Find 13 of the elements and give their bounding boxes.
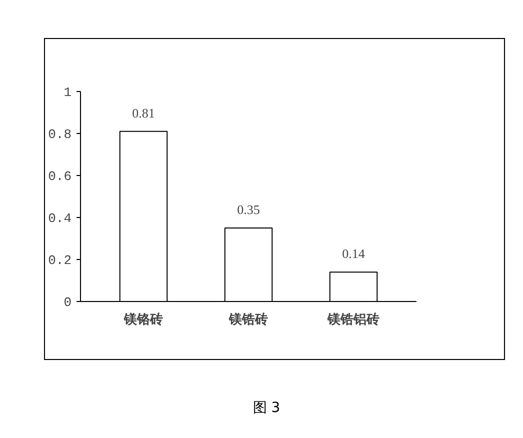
y-tick-label: 0 — [64, 295, 72, 310]
data-label: 0.14 — [342, 246, 366, 262]
x-tick-label: 镁锆砖 — [228, 312, 268, 328]
y-tick-label: 0.8 — [48, 127, 72, 142]
y-tick-label: 0.2 — [48, 253, 72, 268]
data-label: 0.35 — [237, 202, 260, 217]
x-tick-label: 镁铬砖 — [123, 312, 163, 328]
x-tick-label: 镁锆铝砖 — [326, 312, 380, 328]
y-tick-label: 1 — [64, 85, 72, 100]
caption: 图 3 — [252, 399, 280, 418]
y-tick-label: 0.4 — [48, 211, 72, 226]
y-tick-label: 0.6 — [48, 169, 72, 184]
data-label: 0.81 — [132, 105, 155, 120]
